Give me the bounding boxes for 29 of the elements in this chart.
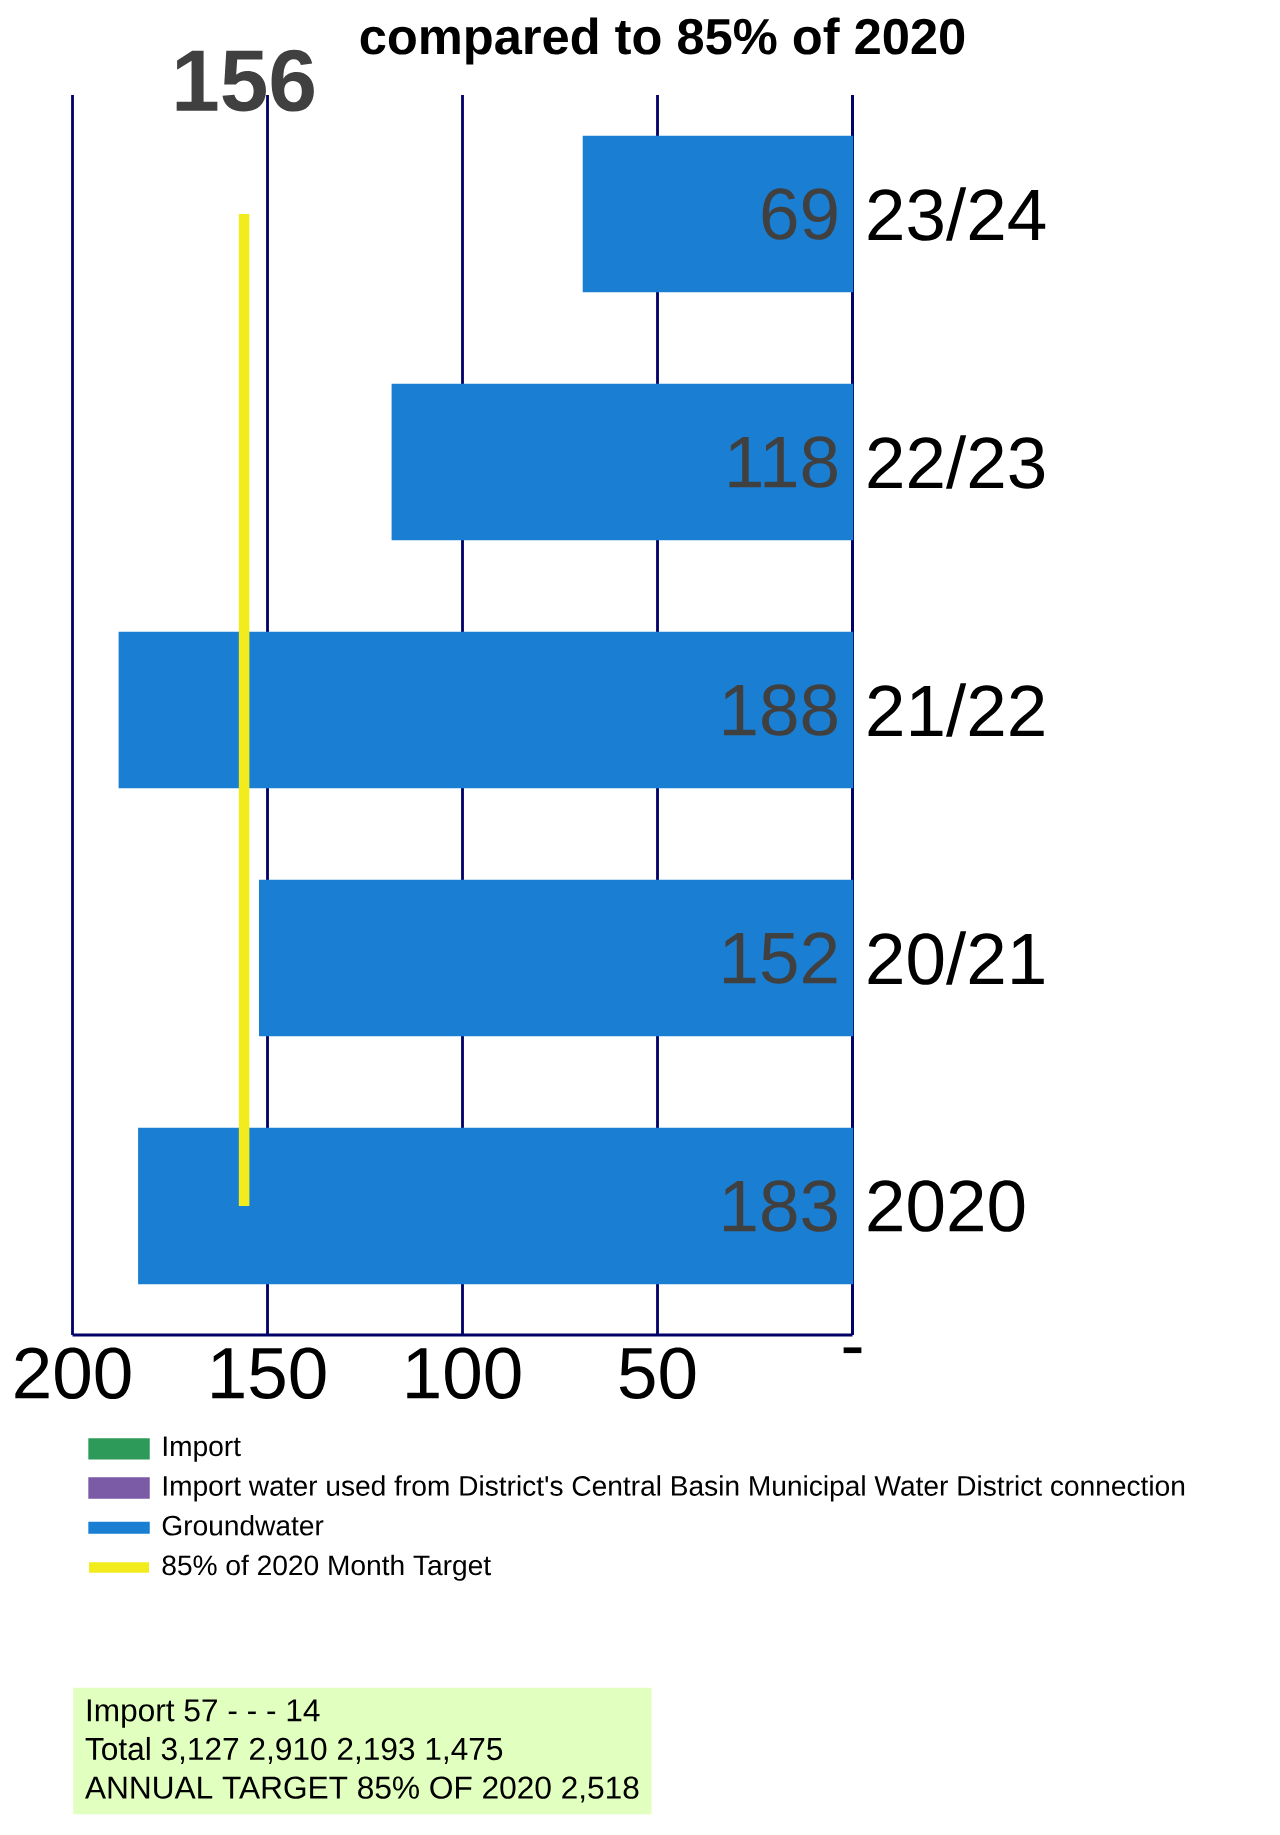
data-label: 188	[724, 684, 838, 736]
legend-label: 85% of 2020 Month Target	[162, 1554, 492, 1581]
data-label: 69	[762, 188, 837, 240]
text: Import 57 - - - 14	[88, 1699, 320, 1728]
x-tick-label: -	[843, 1347, 862, 1354]
legend-label: Import water used from District's Central Basin Municipal Water District connection	[164, 1475, 1185, 1502]
y-tick-label: 23/24	[868, 187, 1046, 241]
legend-label: Import	[164, 1436, 242, 1462]
y-tick-label: 2020	[868, 1180, 1025, 1232]
bar	[259, 879, 854, 1037]
data-label: 156	[176, 49, 315, 112]
bar	[118, 631, 854, 789]
legend-label: Groundwater	[163, 1514, 324, 1536]
x-tick-label: 200	[15, 1347, 131, 1400]
data-label: 118	[729, 436, 838, 488]
y-tick-label: 20/21	[868, 931, 1044, 985]
data-label: 152	[724, 932, 837, 984]
y-tick-label: 22/23	[868, 435, 1045, 489]
data-label: 183	[724, 1180, 838, 1232]
y-tick-label: 21/22	[868, 683, 1044, 737]
text: ANNUAL TARGET 85% OF 2020 2,518	[85, 1776, 639, 1803]
bar	[138, 1127, 854, 1285]
bar	[582, 135, 854, 293]
x-tick-label: 150	[212, 1347, 326, 1400]
text: Total 3,127 2,910 2,193 1,475	[85, 1736, 503, 1764]
x-tick-label: 50	[620, 1347, 696, 1400]
chart-title: compared to 85% of 2020	[360, 17, 965, 65]
bar	[391, 383, 854, 541]
x-tick-label: 100	[407, 1347, 521, 1400]
